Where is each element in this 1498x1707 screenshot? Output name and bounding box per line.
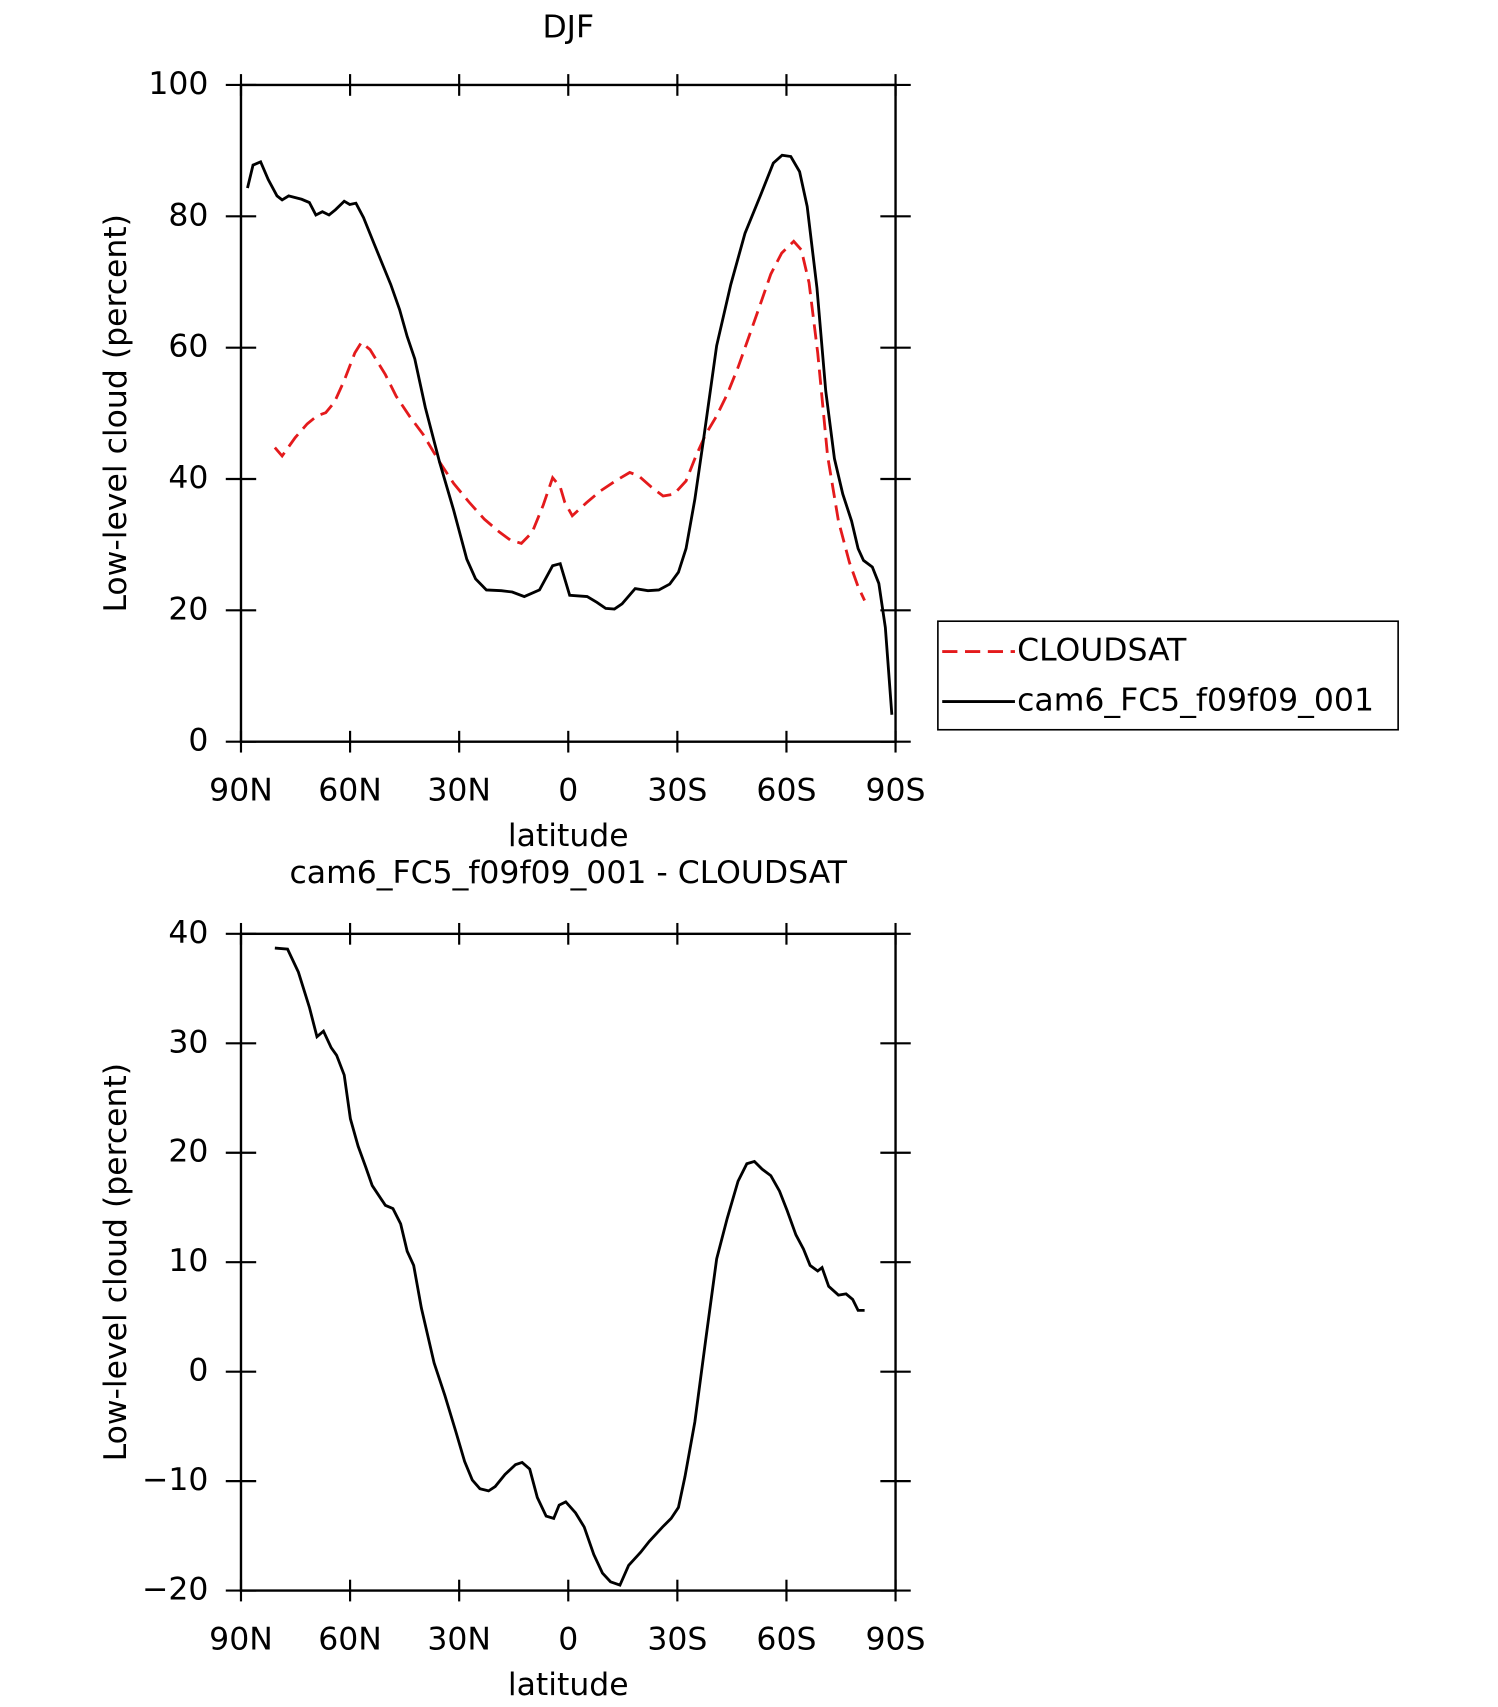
y-tick-label: 20 [168,591,208,627]
data-line [246,153,894,715]
x-tick-label: 60N [318,773,382,809]
y-tick-label: 10 [168,1243,208,1279]
y-tick-label: 30 [168,1024,208,1060]
x-tick-label: 30S [647,773,707,809]
x-tick-label: 60S [756,1621,816,1657]
y-axis-label: Low-level cloud (percent) [98,1063,134,1461]
data-line [274,946,865,1587]
legend: CLOUDSAT cam6_FC5_f09f09_001 [937,620,1399,731]
x-tick-label: 60S [756,773,816,809]
y-tick-label: 40 [168,460,208,496]
y-tick-label: 20 [168,1134,208,1170]
x-tick-label: 90N [209,1621,273,1657]
x-tick-label: 30N [427,1621,491,1657]
data-line [273,239,866,602]
x-tick-label: 0 [558,773,578,809]
x-axis-label: latitude [508,818,629,854]
x-tick-label: 30N [427,773,491,809]
x-tick-label: 90N [209,773,273,809]
y-tick-label: 80 [168,197,208,233]
y-tick-label: −20 [142,1572,208,1608]
y-tick-label: 0 [188,1353,208,1389]
x-tick-label: 90S [866,1621,926,1657]
x-axis-label: latitude [508,1667,629,1703]
y-axis-label: Low-level cloud (percent) [98,214,134,612]
plot-frame [239,83,897,743]
chart-title: cam6_FC5_f09f09_001 - CLOUDSAT [290,855,848,891]
x-tick-label: 90S [866,773,926,809]
x-tick-label: 30S [647,1621,707,1657]
legend-label: cam6_FC5_f09f09_001 [1017,683,1374,719]
y-tick-label: 0 [188,723,208,759]
x-tick-label: 0 [558,1621,578,1657]
y-tick-label: 100 [148,66,208,102]
y-tick-label: 60 [168,329,208,365]
y-tick-label: 40 [168,915,208,951]
x-tick-label: 60N [318,1621,382,1657]
legend-label: CLOUDSAT [1017,633,1187,669]
chart-title: DJF [542,10,594,46]
y-tick-label: −10 [142,1462,208,1498]
legend-box [937,620,1399,731]
plot-frame [239,932,897,1592]
